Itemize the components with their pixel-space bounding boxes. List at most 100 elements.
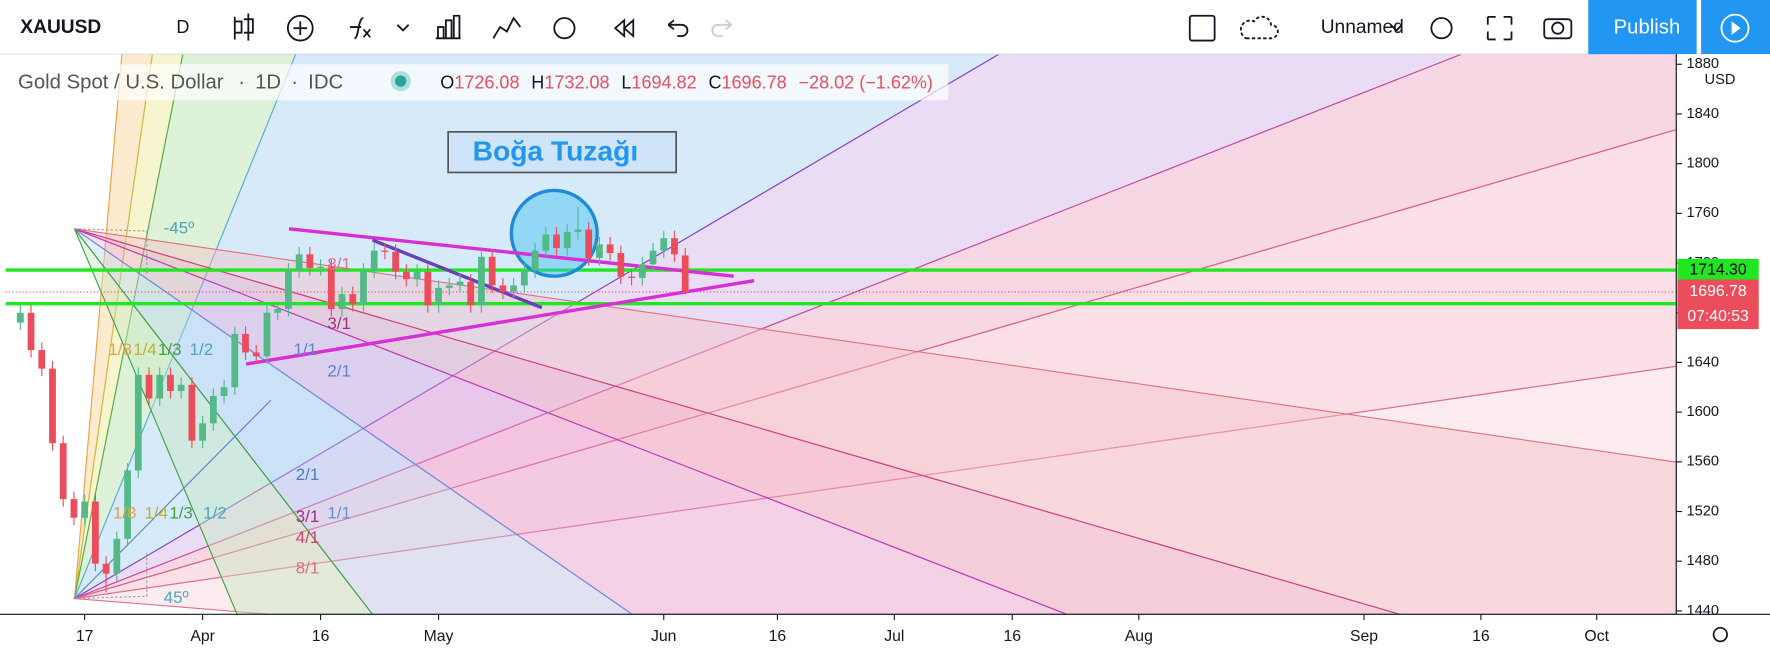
fan-label: 2/1 (296, 465, 320, 484)
candle-body (370, 250, 378, 271)
replay-icon[interactable] (613, 18, 635, 39)
candle-body (177, 384, 185, 392)
y-tick-label: 1480 (1686, 553, 1719, 569)
low-value: 1694.82 (631, 72, 696, 92)
annotation: Boğa Tuzağı (447, 131, 678, 174)
candle-body (199, 423, 207, 441)
candle-body (649, 250, 657, 265)
change: −28.02 (−1.62%) (799, 72, 933, 92)
publish-label[interactable]: Publish (1614, 17, 1681, 39)
candle-body (209, 395, 217, 424)
fan-label: 8/1 (296, 559, 320, 578)
last-price-bg (1677, 279, 1759, 330)
annotation-text: Boğa Tuzağı (473, 135, 639, 167)
candle-body (134, 374, 142, 471)
candle-body (563, 231, 571, 249)
candle-body (156, 374, 164, 399)
trend-line (245, 278, 755, 366)
fan-label: 3/1 (327, 314, 351, 333)
y-tick-label: 1880 (1686, 56, 1719, 72)
fan-label: 8/1 (327, 254, 351, 273)
toolbar-bg (0, 0, 1770, 55)
fan-label: 1/3 (158, 340, 182, 359)
candle-body (671, 238, 678, 255)
candle-body (306, 254, 314, 269)
candle-body (445, 285, 453, 288)
axes: 1440148015201560160016401680172017601800… (0, 54, 1770, 656)
fan-label: 1/4 (133, 340, 157, 359)
candle-body (113, 538, 121, 574)
y-tick-label: 1800 (1686, 156, 1719, 172)
layout-icon[interactable] (1188, 14, 1216, 42)
candle-body (499, 285, 507, 292)
h-letter: H (531, 72, 544, 92)
alert-icon[interactable] (553, 17, 576, 40)
indicator-add-icon[interactable] (286, 14, 314, 42)
x-tick-label: Oct (1584, 628, 1609, 645)
candle-body (531, 250, 539, 271)
candle-body (553, 234, 560, 249)
candle-body (488, 256, 496, 286)
candle-body (456, 281, 464, 286)
candle-body (585, 229, 593, 259)
snapshot-icon[interactable] (1543, 18, 1573, 40)
candles (16, 207, 689, 593)
candle-body (596, 244, 603, 259)
interval[interactable]: D (176, 17, 189, 37)
dropdown-icon[interactable] (396, 24, 410, 32)
high-value: 1732.08 (544, 72, 609, 92)
x-tick-label: May (424, 628, 454, 645)
settings-icon[interactable] (1430, 17, 1453, 40)
redo-icon[interactable] (711, 19, 733, 37)
fan-label: 4/1 (296, 528, 320, 547)
open-value: 1726.08 (454, 72, 519, 92)
candle-body (349, 294, 357, 305)
candle-body (59, 443, 67, 500)
x-tick-label: 17 (76, 628, 94, 645)
fan-label: 1/8 (108, 340, 132, 359)
x-tick-label: Sep (1350, 628, 1378, 645)
last-price: 1696.78 (1690, 283, 1747, 300)
symbol[interactable]: XAUUSD (20, 17, 101, 38)
candle-body (606, 244, 614, 254)
candle-body (317, 266, 324, 269)
legend-title: Gold Spot / U.S. Dollar · 1D · IDC (18, 72, 343, 94)
candle-body (220, 387, 228, 396)
compare-icon[interactable] (435, 14, 461, 40)
time-axis-bg (0, 614, 1770, 656)
candle-body (242, 333, 249, 353)
x-tick-label: 16 (312, 628, 330, 645)
axis-settings-icon[interactable] (1712, 626, 1728, 643)
undo-icon[interactable] (667, 19, 689, 37)
candle-body (574, 229, 582, 232)
y-tick-label: 1440 (1686, 603, 1719, 619)
candle-body (274, 309, 282, 313)
separator: · (291, 72, 298, 94)
layout-name[interactable]: Unnamed (1321, 17, 1404, 38)
template-icon[interactable] (492, 16, 522, 39)
dropdown-icon[interactable] (1390, 24, 1403, 32)
x-tick-label: 16 (1472, 628, 1490, 645)
candle-body (145, 374, 153, 399)
fx-icon[interactable] (349, 17, 371, 40)
candle-body (617, 253, 625, 277)
legend-bg (5, 64, 949, 101)
candle-body (338, 294, 346, 310)
candle-body (360, 270, 367, 305)
fan-box (74, 228, 148, 277)
candle-body (231, 333, 239, 388)
y-tick-label: 1640 (1686, 354, 1719, 370)
currency-label: USD (1705, 72, 1736, 88)
x-tick-label: 16 (769, 628, 787, 645)
c-letter: C (708, 72, 721, 92)
candle-icon[interactable] (233, 13, 254, 41)
fan-label: 3/1 (296, 507, 320, 526)
o-letter: O (440, 72, 454, 92)
fullscreen-icon[interactable] (1486, 16, 1513, 41)
publish-button[interactable] (1588, 0, 1697, 55)
cloud-icon[interactable] (1239, 15, 1279, 40)
